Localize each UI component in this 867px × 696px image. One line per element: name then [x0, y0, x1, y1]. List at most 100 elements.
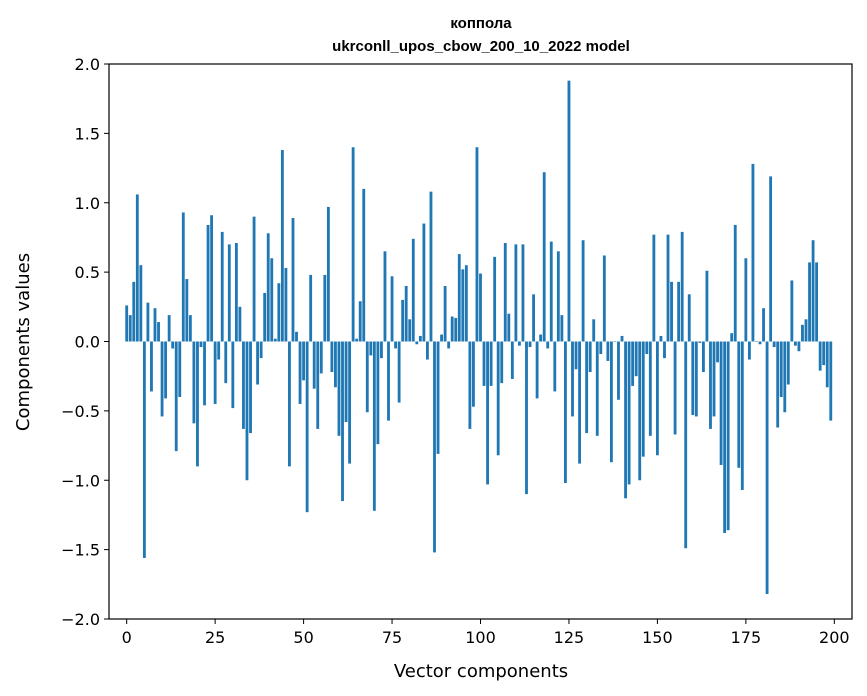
bar-76 [394, 341, 397, 349]
bar-177 [751, 163, 755, 342]
bar-60 [337, 341, 341, 436]
bar-83 [418, 335, 422, 342]
bar-96 [464, 265, 468, 342]
bar-173 [737, 341, 741, 468]
bar-181 [765, 341, 769, 595]
bar-6 [146, 302, 150, 342]
bar-163 [701, 341, 705, 373]
bar-45 [284, 267, 288, 342]
chart-title-line-1: коппола [450, 15, 512, 32]
x-tick-label-7: 175 [731, 628, 762, 647]
bar-135 [602, 255, 606, 342]
bar-167 [716, 341, 719, 363]
bar-13 [171, 341, 175, 349]
bar-169 [723, 341, 727, 533]
bar-182 [769, 176, 773, 342]
y-tick-label-7: 1.5 [75, 124, 100, 143]
bar-188 [790, 280, 794, 342]
bar-79 [404, 286, 408, 342]
bar-103 [489, 341, 493, 386]
bar-124 [564, 341, 567, 484]
bar-18 [188, 315, 192, 342]
bar-193 [808, 262, 811, 342]
bar-176 [747, 341, 751, 360]
bar-194 [811, 240, 815, 342]
bar-115 [532, 294, 535, 342]
bar-161 [694, 341, 698, 417]
bar-93 [454, 317, 458, 342]
bar-78 [401, 299, 405, 342]
bar-12 [167, 315, 171, 342]
bar-0 [125, 305, 129, 342]
y-tick-label-0: −2.0 [61, 610, 100, 629]
bar-36 [252, 216, 256, 342]
bar-121 [553, 341, 557, 392]
bar-143 [631, 341, 635, 386]
bar-180 [762, 308, 765, 342]
bar-134 [599, 341, 603, 354]
bar-87 [433, 341, 436, 553]
bar-132 [592, 319, 596, 342]
bar-160 [691, 341, 695, 416]
bar-102 [486, 341, 489, 485]
bar-197 [822, 341, 826, 366]
bar-154 [670, 281, 673, 342]
bar-31 [234, 242, 238, 342]
bar-85 [426, 341, 429, 360]
bar-38 [259, 341, 263, 359]
bar-29 [227, 244, 231, 342]
bar-116 [535, 341, 539, 399]
bar-1 [128, 315, 132, 342]
bar-89 [440, 334, 443, 342]
y-tick-label-4: 0.0 [75, 333, 100, 352]
bar-80 [408, 319, 412, 342]
bar-64 [351, 147, 355, 342]
bar-84 [422, 223, 426, 342]
bar-170 [726, 341, 730, 531]
bar-81 [411, 238, 415, 342]
bar-54 [316, 341, 320, 429]
bar-65 [355, 338, 359, 342]
bar-3 [135, 194, 139, 342]
x-tick-label-8: 200 [819, 628, 850, 647]
bars-group [125, 80, 833, 595]
bar-104 [493, 256, 497, 342]
bar-30 [231, 341, 235, 409]
bar-71 [376, 341, 380, 445]
bar-184 [776, 341, 780, 428]
bar-128 [578, 341, 581, 464]
bar-94 [457, 254, 461, 342]
bar-156 [677, 281, 681, 342]
bar-16 [181, 212, 185, 342]
bar-58 [330, 341, 334, 373]
bar-52 [309, 274, 313, 342]
bar-125 [567, 80, 571, 342]
bar-68 [365, 341, 369, 413]
y-tick-label-6: 1.0 [75, 194, 100, 213]
bar-40 [266, 233, 270, 342]
bar-196 [818, 341, 822, 371]
y-tick-label-1: −1.5 [61, 541, 100, 560]
bar-19 [192, 341, 196, 424]
bar-95 [461, 269, 465, 342]
bar-20 [196, 341, 199, 467]
bar-72 [380, 341, 383, 359]
bar-82 [415, 341, 419, 345]
x-axis-label: Vector components [394, 661, 568, 682]
bar-109 [510, 341, 514, 379]
bar-191 [801, 324, 804, 342]
bar-131 [588, 341, 592, 373]
bar-136 [606, 341, 610, 361]
bar-122 [556, 251, 560, 342]
bar-159 [687, 294, 691, 342]
bar-73 [383, 251, 387, 342]
bar-120 [549, 241, 553, 342]
bar-150 [655, 341, 659, 456]
bar-139 [617, 341, 620, 400]
bar-172 [733, 224, 737, 342]
bar-187 [786, 341, 790, 385]
bar-62 [344, 341, 348, 422]
bar-100 [479, 273, 482, 342]
bar-47 [291, 218, 295, 342]
bar-186 [783, 341, 787, 413]
